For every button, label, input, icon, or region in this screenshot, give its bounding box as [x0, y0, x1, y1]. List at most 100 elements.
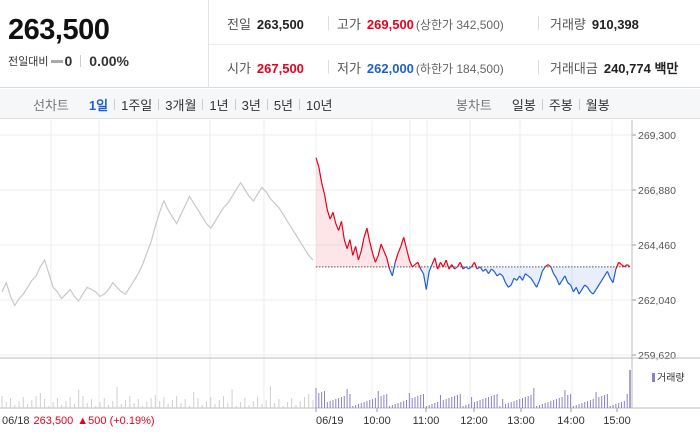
down-segment	[606, 271, 611, 279]
y-tick-label: 259,620	[638, 350, 676, 362]
down-segment	[581, 284, 586, 290]
prev-day-summary: 06/18 263,500 ▲500 (+0.19%)	[2, 415, 155, 427]
down-segment	[388, 268, 393, 277]
up-segment	[318, 166, 323, 183]
tab-5year[interactable]: 5년	[273, 97, 294, 113]
diff-label: 전일대비	[8, 56, 49, 68]
down-segment	[530, 277, 535, 284]
down-segment	[493, 271, 498, 277]
down-segment	[505, 282, 509, 288]
down-segment	[575, 287, 580, 295]
down-segment	[465, 266, 470, 270]
down-area	[511, 266, 515, 285]
down-segment	[524, 273, 529, 277]
stat-prev-close: 전일 263,500	[227, 14, 304, 33]
tab-3month[interactable]: 3개월	[165, 97, 197, 113]
up-segment	[405, 248, 410, 261]
down-segment	[612, 268, 617, 283]
down-segment	[590, 291, 594, 295]
up-segment	[386, 257, 391, 270]
down-segment	[604, 271, 608, 277]
tab-3year[interactable]: 3년	[241, 97, 261, 113]
up-segment	[448, 264, 453, 270]
up-area	[332, 212, 336, 267]
divider	[80, 55, 82, 67]
up-segment	[377, 243, 382, 256]
chart-tabs: 선차트 1일 1주일 3개월 1년 3년 5년 10년 봉차트 일봉 주봉 월봉	[0, 89, 700, 119]
up-segment	[408, 259, 413, 268]
up-segment	[615, 262, 620, 270]
candle-chart-tabs: 봉차트 일봉 주봉 월봉	[456, 89, 616, 119]
prev-change: ▲500 (+0.19%)	[77, 415, 155, 427]
down-segment	[558, 280, 563, 286]
tab-1week[interactable]: 1주일	[121, 97, 153, 113]
stat-open: 시가 267,500	[227, 58, 304, 77]
line-chart-title: 선차트	[33, 97, 69, 113]
down-area	[505, 266, 509, 288]
tab-monthly[interactable]: 월봉	[585, 97, 610, 113]
upper-limit: (상한가 342,500)	[415, 18, 504, 32]
up-segment	[417, 262, 422, 270]
up-segment	[315, 157, 320, 167]
up-segment	[326, 209, 331, 220]
up-area	[338, 221, 342, 267]
up-segment	[445, 259, 450, 270]
down-segment	[462, 266, 467, 270]
down-segment	[595, 284, 600, 290]
down-area	[567, 266, 571, 285]
up-segment	[366, 228, 371, 242]
up-segment	[451, 264, 456, 270]
up-segment	[338, 221, 343, 231]
down-area	[514, 266, 517, 281]
down-segment	[502, 275, 507, 283]
down-segment	[609, 277, 614, 284]
up-segment	[459, 262, 464, 270]
tab-1year[interactable]: 1년	[209, 97, 229, 113]
up-segment	[626, 264, 631, 268]
down-area	[581, 266, 585, 290]
y-tick-label: 262,040	[638, 295, 676, 307]
divider	[299, 98, 301, 110]
divider	[234, 98, 236, 110]
down-segment	[553, 273, 557, 279]
up-segment	[547, 264, 552, 268]
tab-daily[interactable]: 일봉	[511, 97, 536, 113]
down-area	[573, 266, 577, 292]
up-area	[378, 244, 382, 267]
up-segment	[397, 246, 402, 254]
stat-label: 거래량	[550, 17, 586, 32]
up-segment	[618, 261, 622, 266]
down-segment	[485, 268, 490, 274]
down-segment	[420, 268, 425, 274]
up-area	[318, 166, 322, 267]
stat-value: 910,398	[591, 17, 639, 32]
up-segment	[357, 250, 362, 261]
price-chart[interactable]: 269,300 266,880 264,460 262,040 259,620 거래량 06…	[0, 120, 700, 445]
up-segment	[411, 264, 416, 268]
divider	[266, 98, 268, 110]
up-segment	[343, 239, 348, 249]
up-area	[403, 237, 407, 267]
divider	[578, 98, 580, 110]
current-price: 263,500	[8, 14, 110, 46]
up-segment	[360, 237, 365, 252]
down-segment	[468, 266, 472, 270]
tab-1day[interactable]: 1일	[88, 97, 109, 113]
up-segment	[349, 239, 354, 256]
up-area	[383, 250, 387, 267]
stat-label: 시가	[227, 61, 251, 76]
up-area	[327, 210, 331, 267]
x-tick-label: 14:00	[557, 415, 585, 427]
down-segment	[598, 280, 603, 286]
tab-weekly[interactable]: 주봉	[548, 97, 573, 113]
tab-10year[interactable]: 10년	[306, 97, 333, 113]
line-chart-tabs: 선차트 1일 1주일 3개월 1년 3년 5년 10년	[33, 89, 338, 119]
up-segment	[623, 264, 628, 268]
up-segment	[400, 237, 405, 247]
up-segment	[346, 239, 351, 249]
down-area	[528, 266, 531, 279]
prev-date: 06/18	[2, 415, 30, 427]
up-segment	[383, 250, 388, 258]
lower-limit: (하한가 184,500)	[415, 62, 504, 76]
down-area	[587, 266, 591, 292]
